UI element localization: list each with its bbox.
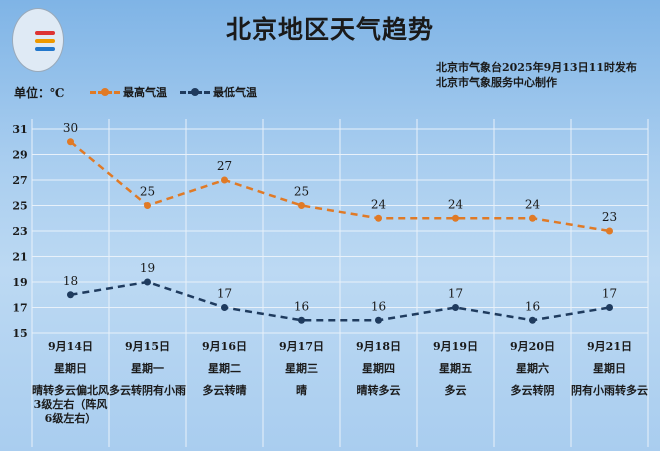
date-label: 9月20日: [510, 340, 555, 353]
weekday-label: 星期日: [54, 362, 87, 375]
y-tick-label: 25: [12, 200, 27, 213]
data-label: 18: [63, 274, 78, 288]
data-label: 16: [371, 299, 386, 313]
data-point: [67, 291, 74, 299]
forecast-day: 9月19日星期五多云: [417, 340, 494, 426]
data-point: [375, 316, 382, 324]
data-label: 27: [217, 159, 232, 173]
data-label: 25: [140, 185, 155, 199]
data-label: 19: [140, 261, 155, 275]
data-point: [606, 304, 613, 311]
legend-high: 最高气温: [90, 84, 167, 100]
forecast-day: 9月20日星期六多云转阴: [494, 340, 571, 426]
forecast-day: 9月16日星期二多云转晴: [186, 340, 263, 426]
weekday-label: 星期三: [285, 362, 318, 375]
data-point: [452, 304, 459, 311]
data-label: 23: [602, 210, 617, 224]
weekday-label: 星期四: [362, 362, 395, 375]
weather-desc: 多云: [444, 384, 467, 397]
date-label: 9月18日: [356, 340, 401, 353]
data-point: [144, 278, 151, 286]
data-label: 25: [294, 185, 309, 199]
y-tick-label: 17: [12, 302, 27, 315]
series-line-high: [69, 140, 610, 233]
weather-desc: 晴转多云偏北风3级左右（阵风6级左右）: [32, 384, 109, 425]
data-point: [452, 214, 459, 222]
forecast-day: 9月18日星期四晴转多云: [340, 340, 417, 426]
data-point: [298, 202, 305, 209]
data-label: 24: [525, 197, 541, 211]
y-tick-label: 15: [12, 327, 27, 340]
weekday-label: 星期六: [516, 362, 549, 375]
legend-low: 最低气温: [180, 84, 257, 100]
producer: 北京市气象服务中心制作: [436, 76, 557, 89]
weather-desc: 多云转晴: [202, 384, 247, 397]
unit-label: 单位：℃: [14, 86, 65, 100]
data-label: 17: [602, 287, 617, 301]
data-label: 17: [448, 287, 463, 301]
weather-desc: 晴转多云: [356, 384, 401, 397]
data-label: 24: [371, 197, 387, 211]
data-point: [67, 138, 74, 146]
y-tick-label: 29: [12, 149, 27, 162]
weekday-label: 星期日: [593, 362, 626, 375]
weather-desc: 多云转阴有小雨: [109, 384, 186, 397]
data-point: [529, 214, 536, 222]
y-tick-label: 19: [12, 276, 27, 289]
weekday-label: 星期五: [439, 362, 472, 375]
page-title: 北京地区天气趋势: [225, 15, 434, 44]
legend-high-swatch: [90, 87, 120, 97]
forecast-day: 9月15日星期一多云转阴有小雨: [109, 340, 186, 426]
date-label: 9月14日: [48, 340, 93, 353]
forecast-day: 9月14日星期日晴转多云偏北风3级左右（阵风6级左右）: [32, 340, 109, 426]
data-label: 16: [525, 299, 540, 313]
legend-high-label: 最高气温: [123, 86, 167, 99]
y-tick-label: 27: [12, 174, 27, 187]
weather-service-logo: [12, 8, 64, 72]
series-line-low: [70, 280, 610, 322]
data-label: 16: [294, 299, 309, 313]
publisher-info: 北京市气象台2025年9月13日11时发布 北京市气象服务中心制作: [436, 60, 637, 90]
y-tick-label: 31: [12, 123, 27, 136]
weather-desc: 多云转阴: [510, 384, 555, 397]
forecast-table: 9月14日 星期日 晴转多云偏北风3级左右（阵风6级左右） 9月15日 星期一 多云转阴有…: [32, 340, 648, 426]
legend-low-swatch: [180, 87, 210, 97]
data-point: [606, 227, 613, 235]
legend-low-label: 最低气温: [213, 86, 257, 99]
data-point: [375, 214, 382, 222]
publish-time: 北京市气象台2025年9月13日11时发布: [436, 61, 637, 74]
weekday-label: 星期二: [208, 362, 241, 375]
date-label: 9月15日: [125, 340, 170, 353]
date-label: 9月17日: [279, 340, 324, 353]
data-point: [144, 202, 151, 209]
date-label: 9月21日: [587, 340, 632, 353]
weekday-label: 星期一: [131, 362, 164, 375]
data-label: 17: [217, 287, 232, 301]
y-tick-label: 23: [12, 225, 27, 238]
data-label: 24: [448, 197, 464, 211]
data-point: [221, 176, 228, 184]
date-label: 9月16日: [202, 340, 247, 353]
forecast-day: 9月21日星期日阴有小雨转多云: [571, 340, 648, 426]
forecast-day: 9月17日星期三晴: [263, 340, 340, 426]
data-label: 30: [63, 121, 78, 135]
data-point: [298, 316, 305, 324]
weather-desc: 晴: [296, 384, 307, 397]
data-point: [221, 304, 228, 311]
data-point: [529, 316, 536, 324]
date-label: 9月19日: [433, 340, 478, 353]
weather-desc: 阴有小雨转多云: [571, 384, 648, 397]
y-tick-label: 21: [12, 251, 27, 264]
